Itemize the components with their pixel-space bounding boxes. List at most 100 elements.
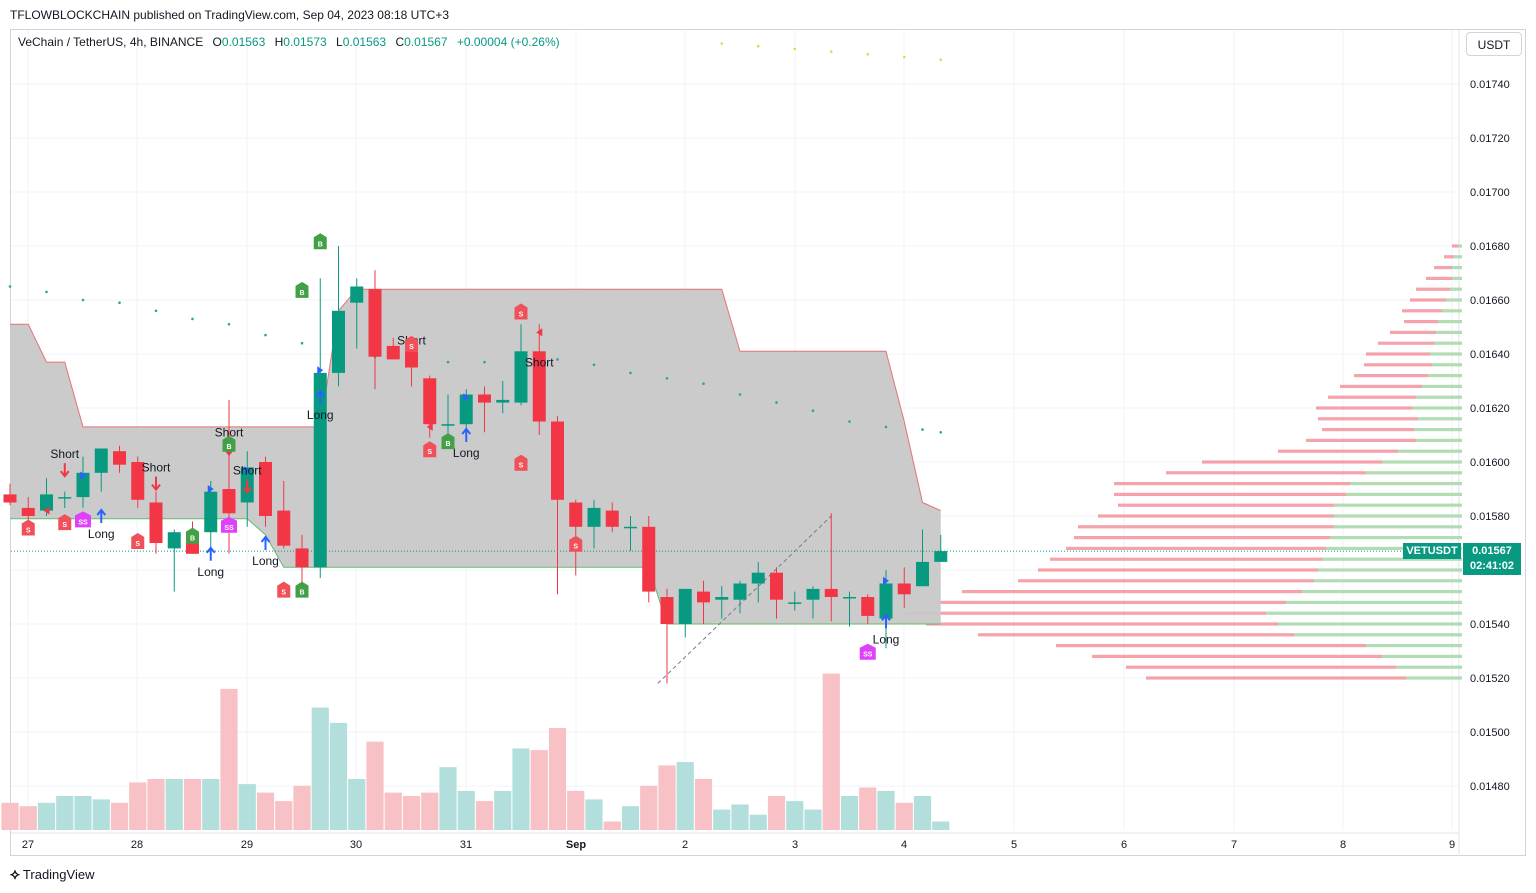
candle-body [897, 583, 911, 595]
volume-profile-bar-down [1318, 417, 1418, 421]
volume-profile-bar-down [1126, 665, 1396, 669]
volume-bar [56, 796, 74, 830]
volume-profile-bar-down [1364, 363, 1432, 367]
signal-short-label: Short [50, 447, 79, 461]
trend-dot [738, 393, 742, 396]
price-axis-label: 0.01720 [1470, 133, 1510, 145]
symbol-title[interactable]: VeChain / TetherUS, 4h, BINANCE [18, 35, 204, 49]
volume-profile-bar-down [906, 611, 1266, 615]
volume-bar [366, 741, 384, 830]
marker-badge-sell [423, 441, 437, 458]
trend-dot [556, 358, 559, 361]
marker-badge-sell [569, 535, 583, 552]
candle-body [551, 421, 564, 500]
signal-long-label: Long [307, 408, 334, 422]
marker-badge-sell [514, 454, 528, 471]
marker-badge-sell [58, 514, 72, 531]
marker-badge-sell [131, 533, 145, 549]
marker-badge-label: S [26, 528, 31, 535]
low-label: L [336, 35, 343, 49]
trend-dot [592, 363, 596, 367]
volume-profile-bar-up [1436, 330, 1462, 334]
volume-profile-bar-down [1316, 406, 1412, 410]
price-axis-label: 0.01580 [1470, 511, 1510, 523]
price-axis-label: 0.01700 [1470, 187, 1510, 199]
marker-badge-label: S [519, 312, 524, 319]
candle-body [514, 351, 528, 403]
brand-name: TradingView [22, 867, 95, 882]
volume-bar [621, 806, 640, 830]
footer-brand[interactable]: ⟡ TradingView [10, 866, 94, 883]
candle-body [350, 286, 364, 303]
marker-badge-ss [75, 511, 91, 528]
volume-profile-bar-up [1418, 417, 1462, 421]
volume-bar [804, 809, 822, 830]
volume-profile-bar-down [1056, 644, 1366, 648]
change-value: +0.00004 (+0.26%) [456, 35, 560, 49]
volume-profile-bar-down [934, 600, 1286, 604]
candle-body [715, 597, 729, 600]
volume-bar [913, 796, 932, 830]
candle-body [733, 583, 747, 600]
volume-profile-bar-down [1390, 330, 1436, 334]
volume-profile-bar-up [1314, 579, 1462, 583]
signal-long-label: Long [873, 632, 900, 646]
marker-badge-label: S [409, 344, 414, 351]
volume-bar [129, 782, 147, 830]
volume-profile-bar-down [1322, 428, 1414, 432]
volume-profile-bar-up [1442, 309, 1462, 313]
volume-profile-bar-up [1346, 492, 1462, 496]
volume-profile-bar-down [1340, 384, 1422, 388]
trend-dot-yellow [720, 42, 724, 45]
candle-body [532, 351, 546, 422]
volume-bar [895, 802, 913, 830]
signal-short-label: Short [215, 426, 244, 440]
trend-dot [665, 377, 669, 380]
candle-body [58, 497, 72, 499]
marker-badge-label: S [519, 463, 524, 470]
price-axis-label: 0.01540 [1470, 619, 1510, 631]
close-label: C [395, 35, 405, 49]
volume-bar [457, 790, 475, 830]
candle-body [624, 526, 637, 529]
volume-bar [658, 765, 676, 830]
marker-badge-ss [859, 643, 876, 660]
volume-profile-bar-up [1326, 546, 1462, 550]
currency-button[interactable]: USDT [1466, 32, 1522, 56]
candle-body [423, 378, 437, 425]
volume-profile-bar-down [1202, 460, 1382, 464]
volume-profile-bar-down [1278, 449, 1398, 453]
marker-badge-sell [21, 519, 35, 536]
time-axis-label: 3 [792, 839, 798, 851]
marker-badge-label: S [281, 590, 286, 597]
volume-profile-bar-down [1066, 546, 1326, 550]
marker-badge-ss [221, 516, 237, 533]
volume-bar [676, 762, 694, 830]
time-axis-label: 28 [131, 839, 143, 851]
volume-profile-bar-down [1146, 676, 1406, 680]
trend-dot [629, 371, 632, 375]
candle-body [569, 502, 583, 527]
time-axis-label: 7 [1231, 839, 1237, 851]
volume-bar [877, 790, 895, 830]
marker-badge-label: SS [863, 652, 873, 659]
volume-profile-bar-up [1398, 449, 1462, 453]
time-axis-label: 8 [1340, 839, 1346, 851]
marker-badge-label: B [190, 536, 195, 543]
channel-upper-line [10, 288, 941, 512]
time-axis-label: 31 [460, 839, 472, 851]
marker-badge-buy [313, 233, 327, 250]
signal-triangle-right-icon [244, 466, 251, 475]
candle-body [605, 510, 619, 527]
trend-dot [921, 428, 924, 431]
volume-profile-bar-up [1334, 525, 1462, 529]
volume-profile-bar-up [1382, 460, 1462, 464]
candle-body [587, 507, 601, 527]
volume-profile-bar-down [1038, 568, 1318, 572]
volume-bar [110, 802, 129, 830]
price-axis-label: 0.01520 [1470, 673, 1510, 685]
candle-body [131, 462, 145, 500]
time-axis-label: 2 [682, 839, 688, 851]
marker-badge-label: S [427, 449, 432, 456]
